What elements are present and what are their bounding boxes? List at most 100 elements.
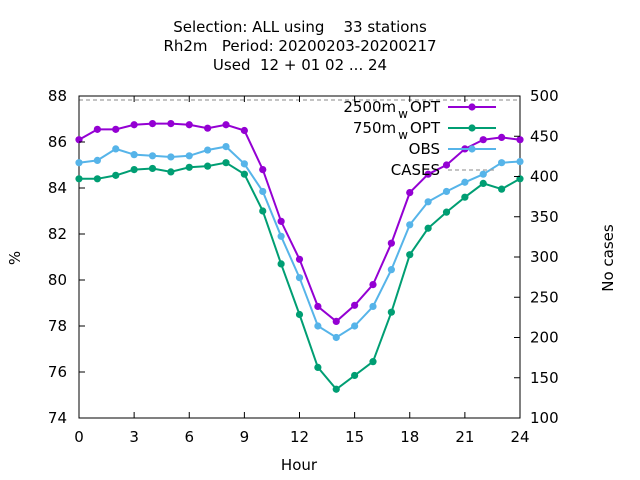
series-obs-point <box>185 152 193 160</box>
legend-marker-750m <box>468 124 476 132</box>
y2-tick-label: 150 <box>530 369 559 387</box>
series-750m-point <box>332 385 340 393</box>
series-obs-point <box>130 151 138 159</box>
series-750m-point <box>369 358 377 366</box>
series-750m-point <box>185 163 193 171</box>
series-obs-point <box>148 152 157 160</box>
series-obs-point <box>167 153 175 161</box>
x-tick-label: 6 <box>184 428 194 446</box>
x-tick-label: 0 <box>74 428 84 446</box>
legend-label-obs: OBS <box>409 140 440 158</box>
legend-marker-obs <box>468 145 476 153</box>
y2-tick-label: 450 <box>530 127 559 145</box>
series-obs-point <box>516 157 524 166</box>
x-tick-label: 24 <box>510 428 529 446</box>
series-2500m-point <box>498 133 506 141</box>
series-750m-point <box>130 166 138 174</box>
x-tick-label: 21 <box>455 428 474 446</box>
legend-label-2500m: 2500m w OPT <box>343 98 440 121</box>
series-750m-point <box>277 260 285 268</box>
series-obs-point <box>332 333 340 342</box>
y2-tick-label: 200 <box>530 329 559 347</box>
series-obs-point <box>351 322 359 330</box>
series-layer <box>75 120 524 393</box>
series-obs-point <box>498 159 506 167</box>
x-tick-label: 3 <box>129 428 139 446</box>
series-2500m-point <box>167 120 175 128</box>
series-2500m-point <box>424 170 432 178</box>
series-750m-point <box>295 310 304 319</box>
series-750m-point <box>204 162 212 170</box>
series-obs-point <box>406 221 414 229</box>
series-750m-point <box>148 164 157 173</box>
series-2500m-point <box>259 166 267 174</box>
chart-title-line-3: Used 12 + 01 02 ... 24 <box>213 56 387 74</box>
series-2500m-point <box>442 161 451 169</box>
x-tick-label: 15 <box>345 428 364 446</box>
series-2500m-point <box>204 124 212 132</box>
y2-tick-label: 100 <box>530 409 559 427</box>
series-750m-point <box>259 207 267 215</box>
series-obs-point <box>479 170 487 178</box>
series-obs-point <box>369 302 377 311</box>
y2-tick-label: 350 <box>530 208 559 226</box>
series-2500m-point <box>516 136 524 144</box>
series-obs-point <box>314 322 322 330</box>
y2-tick-label: 300 <box>530 248 559 266</box>
series-obs-point <box>461 178 469 186</box>
series-2500m-point <box>148 120 157 128</box>
series-750m-point <box>479 179 487 187</box>
series-2500m-point <box>277 217 285 225</box>
y-axis-label: % <box>6 251 24 265</box>
series-750m-point <box>406 251 414 259</box>
series-obs-point <box>75 159 83 167</box>
y-tick-label: 76 <box>48 363 67 381</box>
series-2500m-point <box>93 125 101 133</box>
series-obs-point <box>259 187 267 196</box>
x-axis-label: Hour <box>281 456 318 474</box>
series-2500m-point <box>351 301 359 309</box>
series-2500m-point <box>406 189 414 197</box>
series-750m-point <box>387 308 395 316</box>
series-obs-point <box>93 156 101 164</box>
series-obs-line <box>78 145 521 339</box>
series-750m-point <box>498 185 506 193</box>
series-2500m-point <box>112 125 120 133</box>
legend-marker-2500m <box>468 103 476 111</box>
series-750m-point <box>222 159 230 167</box>
y2-tick-label: 250 <box>530 288 559 306</box>
x-tick-label: 9 <box>240 428 250 446</box>
y2-axis-label: No cases <box>599 224 617 292</box>
series-2500m-point <box>295 255 304 263</box>
series-750m-point <box>167 168 175 176</box>
x-tick-label: 18 <box>400 428 419 446</box>
series-2500m-point <box>314 302 322 311</box>
series-obs-point <box>204 146 212 154</box>
chart-title-line-2: Rh2m Period: 20200203-20200217 <box>163 37 436 55</box>
axis-ticks: 0 3 6 9 12 15 18 21 24 74 76 78 80 82 84 86 88 100 150 200 2… <box>48 87 559 446</box>
y2-tick-label: 400 <box>530 168 559 186</box>
y-tick-label: 82 <box>48 225 67 243</box>
series-2500m-point <box>130 121 138 129</box>
series-750m-point <box>442 208 451 216</box>
y-tick-label: 84 <box>48 179 67 197</box>
series-2500m-point <box>75 136 83 144</box>
series-750m-point <box>351 371 359 380</box>
series-obs-point <box>240 160 248 168</box>
series-2500m-point <box>387 239 395 247</box>
series-750m-point <box>240 170 248 178</box>
series-2500m-point <box>185 121 193 129</box>
series-750m-point <box>75 175 83 183</box>
series-2500m-point <box>332 317 340 325</box>
series-obs-point <box>387 266 395 274</box>
series-obs-point <box>222 143 230 151</box>
series-2500m-point <box>222 121 230 129</box>
y-tick-label: 88 <box>48 87 67 105</box>
y-tick-label: 74 <box>48 409 67 427</box>
series-750m-point <box>314 363 322 371</box>
y2-tick-label: 500 <box>530 87 559 105</box>
series-750m-point <box>93 175 101 183</box>
chart-title: Selection: ALL using 33 stations Rh2m Pe… <box>163 18 436 74</box>
